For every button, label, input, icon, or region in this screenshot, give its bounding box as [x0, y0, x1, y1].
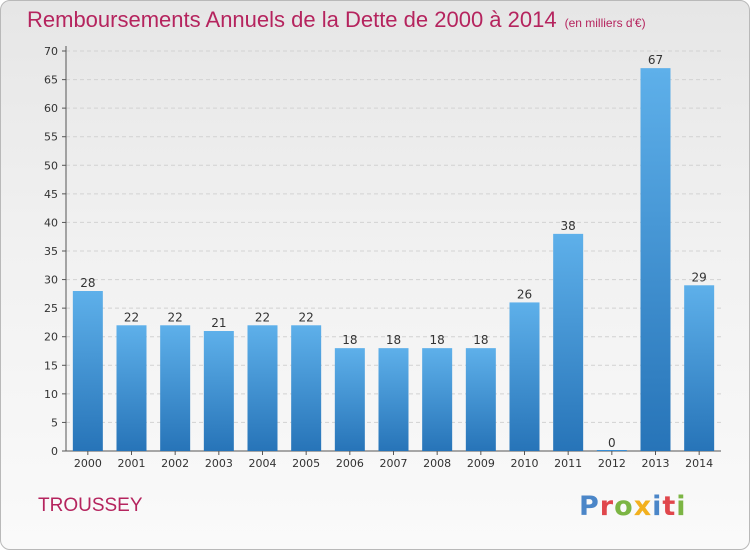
y-tick-label: 40 — [44, 216, 58, 229]
x-tick-label-2005: 2005 — [292, 457, 320, 470]
value-label-2013: 67 — [648, 53, 663, 67]
bar-2009 — [465, 348, 496, 451]
logo-letter: x — [633, 491, 653, 522]
y-tick-label: 35 — [44, 245, 58, 258]
bar-2011 — [553, 233, 584, 451]
y-tick-label: 10 — [44, 388, 58, 401]
value-label-2010: 26 — [517, 287, 532, 301]
y-tick-label: 0 — [51, 445, 58, 458]
x-tick-label-2012: 2012 — [598, 457, 626, 470]
y-tick-label: 45 — [44, 188, 58, 201]
x-tick-label-2011: 2011 — [554, 457, 582, 470]
y-tick-label: 30 — [44, 274, 58, 287]
value-label-2009: 18 — [473, 333, 488, 347]
chart-subtitle: (en milliers d'€) — [564, 16, 646, 30]
logo-letter: r — [599, 491, 615, 522]
x-tick-label-2007: 2007 — [380, 457, 408, 470]
value-label-2000: 28 — [80, 276, 95, 290]
bar-2007 — [378, 348, 409, 451]
y-tick-label: 60 — [44, 102, 58, 115]
value-label-2003: 21 — [211, 316, 226, 330]
value-label-2007: 18 — [386, 333, 401, 347]
x-tick-label-2002: 2002 — [161, 457, 189, 470]
x-tick-label-2003: 2003 — [205, 457, 233, 470]
value-label-2014: 29 — [692, 270, 707, 284]
y-tick-label: 20 — [44, 331, 58, 344]
x-tick-label-2004: 2004 — [249, 457, 277, 470]
chart-title: Remboursements Annuels de la Dette de 20… — [27, 7, 646, 33]
commune-name: TROUSSEY — [38, 495, 143, 516]
logo-letter: o — [614, 491, 634, 522]
x-tick-label-2010: 2010 — [511, 457, 539, 470]
logo-letter: t — [662, 491, 677, 522]
value-label-2011: 38 — [561, 219, 576, 233]
y-tick-label: 15 — [44, 359, 58, 372]
y-tick-label: 50 — [44, 159, 58, 172]
x-tick-label-2013: 2013 — [642, 457, 670, 470]
y-tick-label: 65 — [44, 74, 58, 87]
y-tick-label: 55 — [44, 131, 58, 144]
bar-2010 — [509, 302, 540, 451]
bar-2000 — [72, 291, 103, 451]
labels: 0 5 10 15 20 25 30 35 40 45 50 55 60 65 70 28 2000 22 2001… — [44, 45, 713, 470]
bar-2002 — [160, 325, 191, 451]
proxiti-logo: Proxiti — [579, 491, 687, 522]
bar-2014 — [684, 285, 715, 451]
bar-2013 — [640, 68, 671, 452]
y-tick-label: 25 — [44, 302, 58, 315]
bar-2006 — [334, 348, 365, 451]
bar-2003 — [203, 331, 234, 451]
logo-letter: P — [579, 491, 600, 522]
y-tick-label: 5 — [51, 416, 58, 429]
x-tick-label-2006: 2006 — [336, 457, 364, 470]
logo-letter: i — [676, 491, 687, 522]
bar-2008 — [422, 348, 453, 451]
bar-2005 — [291, 325, 322, 451]
value-label-2002: 22 — [168, 310, 183, 324]
x-tick-label-2001: 2001 — [118, 457, 146, 470]
x-tick-label-2000: 2000 — [74, 457, 102, 470]
bar-2001 — [116, 325, 147, 451]
bar-2004 — [247, 325, 278, 451]
value-label-2004: 22 — [255, 310, 270, 324]
value-label-2001: 22 — [124, 310, 139, 324]
value-label-2006: 18 — [342, 333, 357, 347]
value-label-2008: 18 — [430, 333, 445, 347]
x-tick-label-2008: 2008 — [423, 457, 451, 470]
chart-title-main: Remboursements Annuels de la Dette de 20… — [27, 7, 557, 32]
value-label-2012: 0 — [608, 436, 616, 450]
logo-letter: i — [652, 491, 663, 522]
x-tick-label-2014: 2014 — [685, 457, 713, 470]
bars — [72, 68, 715, 452]
bar-2012 — [596, 450, 627, 451]
x-tick-label-2009: 2009 — [467, 457, 495, 470]
value-label-2005: 22 — [299, 310, 314, 324]
y-tick-label: 70 — [44, 45, 58, 58]
